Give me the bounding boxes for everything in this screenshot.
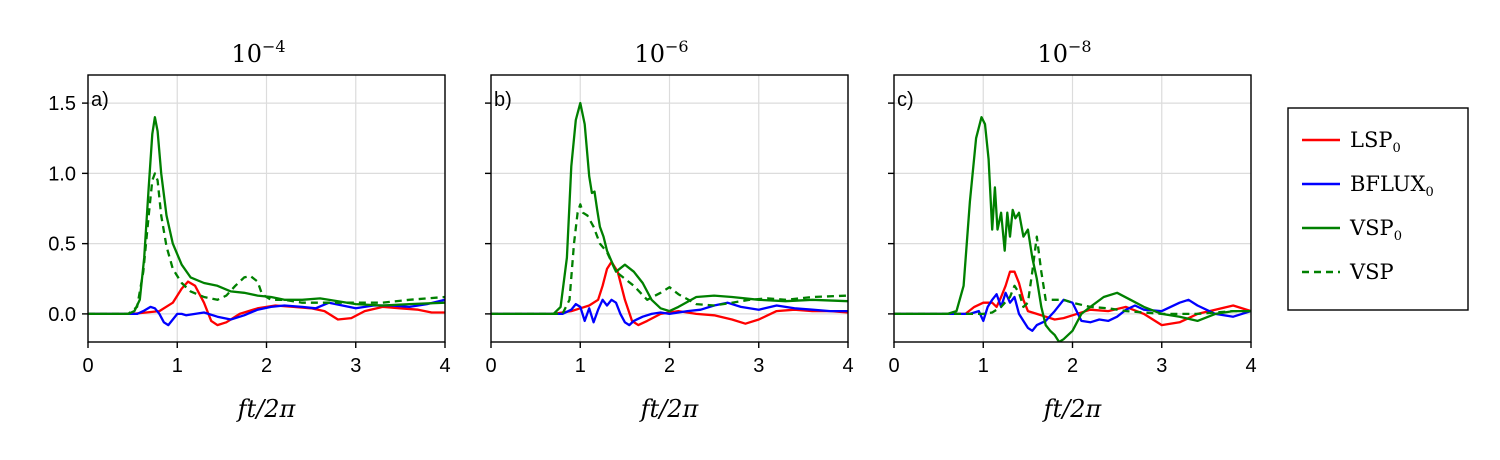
series-line-vsp0 <box>894 116 1251 342</box>
x-tick-label: 4 <box>842 355 853 377</box>
x-tick-label: 0 <box>82 355 93 377</box>
series-line-bflux0 <box>894 291 1251 332</box>
series-line-vsp0 <box>491 101 848 316</box>
series-line-lsp0 <box>894 270 1251 327</box>
x-tick-label: 3 <box>350 355 361 377</box>
series-group <box>88 116 445 327</box>
x-tick-label: 2 <box>261 355 272 377</box>
series-group <box>894 116 1251 342</box>
x-tick-label: 2 <box>1067 355 1078 377</box>
panel-label: a) <box>91 89 109 111</box>
series-line-vsp <box>88 172 445 316</box>
legend: LSP0 BFLUX0 VSP0 VSP <box>1287 107 1469 311</box>
y-tick-label: 0.0 <box>48 304 76 326</box>
y-tick-label: 1.0 <box>48 163 76 185</box>
panel-label: c) <box>897 89 914 111</box>
x-tick-label: 4 <box>1245 355 1256 377</box>
x-tick-label: 1 <box>978 355 989 377</box>
x-axis-label: ft/2π <box>639 395 700 423</box>
legend-label-lsp0: LSP0 <box>1350 128 1401 156</box>
x-tick-label: 2 <box>664 355 675 377</box>
series-line-lsp0 <box>491 260 848 327</box>
x-tick-label: 0 <box>888 355 899 377</box>
x-tick-label: 1 <box>575 355 586 377</box>
x-tick-label: 4 <box>439 355 450 377</box>
x-tick-label: 1 <box>172 355 183 377</box>
series-group <box>491 101 848 327</box>
panels: 0 1 2 3 4 0.0 0.5 1.0 1.5 a) 10−4 ft/2π 0 1 2 3 4 b) 10−6 f… <box>48 37 1256 423</box>
series-line-bflux0 <box>491 298 848 327</box>
panel-3: 0 1 2 3 4 c) 10−8 ft/2π <box>888 37 1257 423</box>
panel-title: 10−6 <box>634 37 688 68</box>
panel-title: 10−4 <box>231 37 285 68</box>
panel-title: 10−8 <box>1037 37 1091 68</box>
series-line-vsp <box>894 235 1251 316</box>
legend-label-vsp0: VSP0 <box>1349 216 1402 244</box>
y-tick-label: 0.5 <box>48 234 76 256</box>
x-tick-label: 3 <box>1156 355 1167 377</box>
legend-label-bflux0: BFLUX0 <box>1350 172 1434 200</box>
panel-2: 0 1 2 3 4 b) 10−6 ft/2π <box>485 37 854 423</box>
series-line-bflux0 <box>88 298 445 327</box>
legend-box <box>1287 107 1469 311</box>
x-axis-label: ft/2π <box>1042 395 1103 423</box>
panel-1: 0 1 2 3 4 0.0 0.5 1.0 1.5 a) 10−4 ft/2π <box>48 37 450 423</box>
legend-label-vsp: VSP <box>1349 260 1394 284</box>
x-tick-label: 0 <box>485 355 496 377</box>
series-line-vsp <box>491 203 848 316</box>
x-axis-label: ft/2π <box>236 395 297 423</box>
x-tick-label: 3 <box>753 355 764 377</box>
series-line-lsp0 <box>88 280 445 327</box>
panel-label: b) <box>494 89 512 111</box>
series-line-vsp0 <box>88 116 445 316</box>
y-tick-label: 1.5 <box>48 93 76 115</box>
